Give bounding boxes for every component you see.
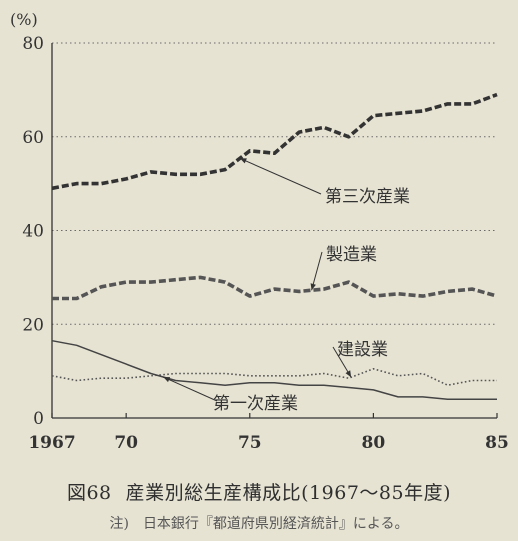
y-tick-label-0: 0 (33, 409, 44, 429)
series-arrowhead-2 (310, 283, 316, 291)
series-arrowhead-4 (163, 377, 171, 383)
series-label-1: 第三次産業 (325, 187, 410, 207)
series-line-2 (52, 275, 498, 301)
x-tick-label-1975: 75 (238, 433, 262, 453)
x-tick-label-1980: 80 (362, 433, 386, 453)
series-arrowhead-1 (239, 158, 247, 164)
series-label-4: 第一次産業 (213, 394, 298, 414)
y-tick-label-40: 40 (22, 222, 44, 242)
figure-note-text: 日本銀行『都道府県別経済統計』による。 (142, 516, 409, 532)
y-tick-label-60: 60 (22, 128, 44, 148)
y-unit-label: (%) (10, 10, 38, 29)
series-label-2: 製造業 (326, 245, 377, 265)
series-line-4 (51, 339, 497, 401)
y-tick-label-20: 20 (22, 315, 44, 335)
series-arrowhead-3 (345, 370, 352, 378)
series-label-3: 建設業 (337, 340, 388, 360)
x-tick-label-1985: 85 (485, 433, 509, 453)
series-line-1 (51, 92, 498, 191)
series-leader-4 (163, 376, 218, 402)
figure-number: 図68 (66, 482, 112, 504)
x-tick-label-1970: 70 (114, 433, 138, 453)
series-leader-1 (239, 157, 322, 195)
figure-caption: 図68 産業別総生産構成比(1967〜85年度) (0, 478, 518, 505)
series-leader-2 (311, 251, 323, 291)
x-tick-label-1967: 1967 (28, 433, 75, 453)
figure-note-label: 注) (109, 516, 129, 532)
y-tick-label-80: 80 (22, 34, 44, 54)
figure-title: 産業別総生産構成比(1967〜85年度) (125, 482, 452, 504)
figure-note: 注) 日本銀行『都道府県別経済統計』による。 (0, 513, 518, 533)
